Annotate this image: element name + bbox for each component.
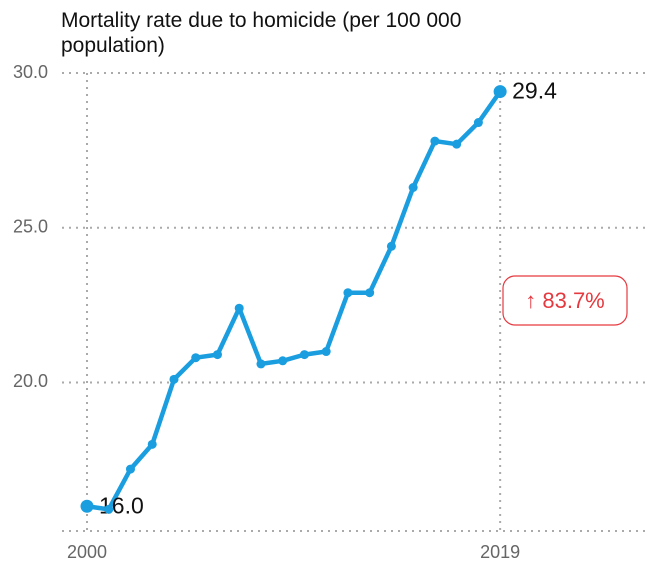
point [256,359,266,369]
point [430,136,440,146]
annotation-box [502,275,628,326]
point [80,499,94,513]
point [104,504,114,514]
point [299,350,309,360]
point [493,85,507,99]
point [125,464,135,474]
y-tick-label: 20.0 [13,371,48,391]
y-tick-label: 30.0 [13,62,48,82]
point [234,303,244,313]
point [343,288,353,298]
point [473,118,483,128]
point [147,439,157,449]
annotation: ↑ 83.7% [525,288,605,313]
value-label: 16.0 [99,492,144,518]
x-tick-label: 2000 [67,542,107,562]
point [452,139,462,149]
line [86,90,502,512]
chart-title: Mortality rate due to homicide (per 100 … [61,9,462,57]
point [212,350,222,360]
point [169,374,179,384]
point [365,288,375,298]
point [386,241,396,251]
point [321,347,331,357]
point [408,183,418,192]
point [191,353,201,363]
value-label: 29.4 [512,78,557,104]
x-tick-label: 2019 [480,542,520,562]
y-tick-label: 25.0 [13,216,48,236]
point [278,356,288,366]
